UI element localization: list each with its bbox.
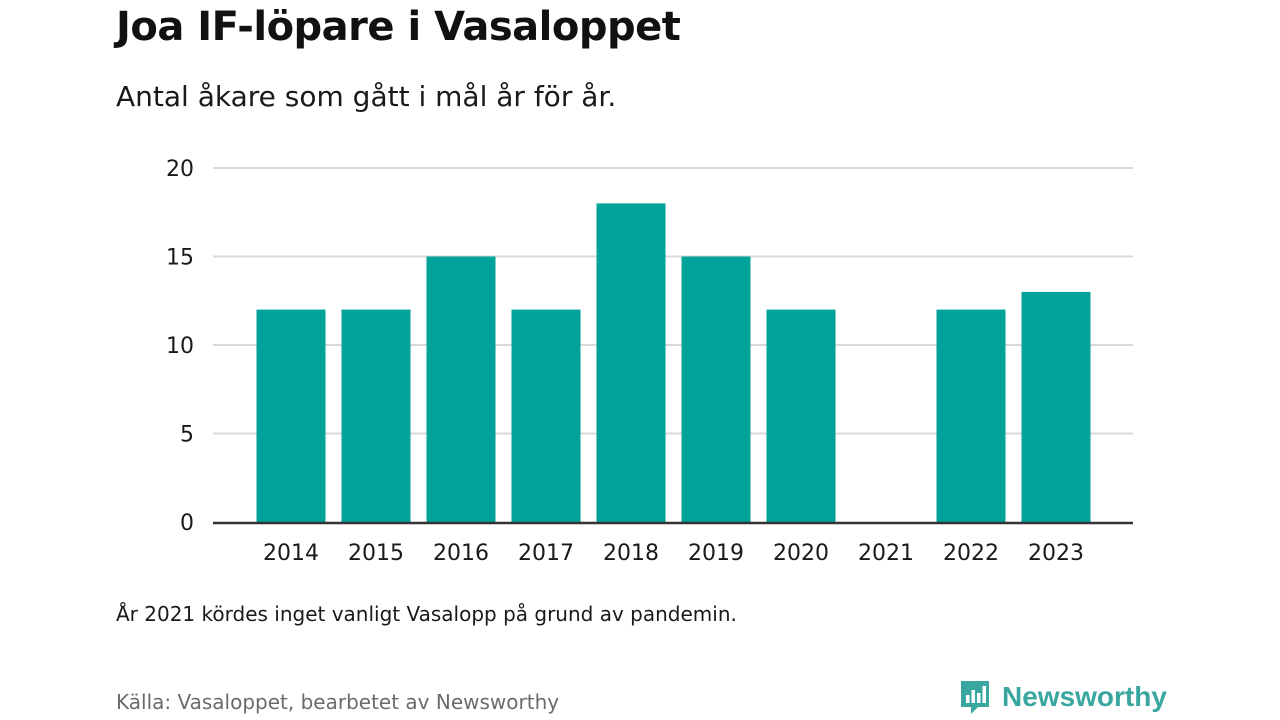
x-tick-label: 2022 bbox=[943, 541, 999, 566]
x-tick-label: 2014 bbox=[263, 541, 319, 566]
newsworthy-logo-icon bbox=[961, 681, 989, 714]
source-text: Källa: Vasaloppet, bearbetet av Newswort… bbox=[116, 690, 560, 714]
chart-title: Joa IF-löpare i Vasaloppet bbox=[116, 4, 681, 50]
bar bbox=[511, 309, 581, 522]
x-tick-label: 2019 bbox=[688, 541, 744, 566]
y-tick-label: 5 bbox=[180, 423, 194, 448]
bar bbox=[1021, 291, 1091, 522]
x-tick-label: 2016 bbox=[433, 541, 489, 566]
x-tick-label: 2023 bbox=[1028, 541, 1084, 566]
chart-subtitle: Antal åkare som gått i mål år för år. bbox=[116, 80, 617, 113]
x-tick-label: 2017 bbox=[518, 541, 574, 566]
x-axis-ticks: 2014 2015 2016 2017 2018 2019 2020 2021 2022 2023 bbox=[263, 541, 1084, 566]
bar bbox=[426, 256, 496, 522]
x-tick-label: 2020 bbox=[773, 541, 829, 566]
y-tick-label: 0 bbox=[180, 511, 194, 536]
bar-chart: 0 5 10 15 20 2014 2015 2016 2017 2018 2019 2020 202… bbox=[166, 157, 1133, 566]
bars bbox=[256, 203, 1091, 522]
x-tick-label: 2015 bbox=[348, 541, 404, 566]
bar bbox=[936, 309, 1006, 522]
bar bbox=[596, 203, 666, 522]
chart-note: År 2021 kördes inget vanligt Vasalopp på… bbox=[116, 602, 737, 626]
bar bbox=[766, 309, 836, 522]
y-tick-label: 15 bbox=[166, 246, 194, 271]
bar bbox=[341, 309, 411, 522]
x-tick-label: 2018 bbox=[603, 541, 659, 566]
y-axis-ticks: 0 5 10 15 20 bbox=[166, 157, 194, 536]
y-tick-label: 20 bbox=[166, 157, 194, 182]
bar bbox=[681, 256, 751, 522]
bar bbox=[256, 309, 326, 522]
brand-name: Newsworthy bbox=[1002, 681, 1167, 712]
brand-logo: Newsworthy bbox=[958, 678, 1167, 716]
y-tick-label: 10 bbox=[166, 334, 194, 359]
x-tick-label: 2021 bbox=[858, 541, 914, 566]
